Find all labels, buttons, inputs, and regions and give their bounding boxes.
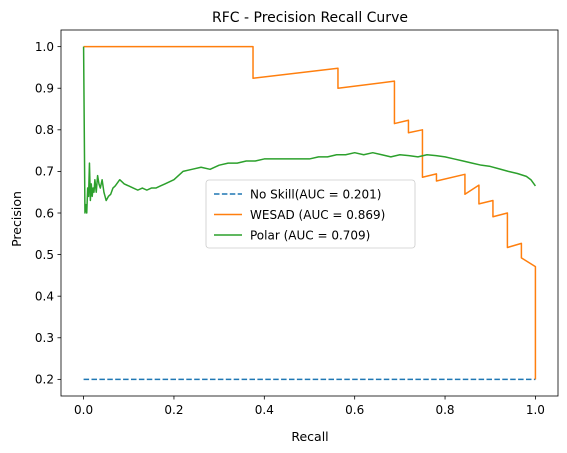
x-tick-label: 0.0 bbox=[74, 403, 93, 417]
series-line-1 bbox=[83, 45, 537, 380]
y-tick-label: 0.8 bbox=[35, 123, 54, 137]
y-axis-label: Precision bbox=[9, 191, 24, 247]
x-tick-label: 0.2 bbox=[164, 403, 183, 417]
y-tick-label: 0.7 bbox=[35, 165, 54, 179]
legend-box bbox=[205, 179, 416, 249]
legend-label-2: Polar (AUC = 0.709) bbox=[250, 229, 370, 243]
y-tick-label: 1.0 bbox=[35, 40, 54, 54]
y-tick-label: 0.5 bbox=[35, 248, 54, 262]
y-tick-label: 0.6 bbox=[35, 206, 54, 220]
y-tick-label: 0.2 bbox=[35, 373, 54, 387]
legend: No Skill(AUC = 0.201) WESAD (AUC = 0.869)… bbox=[205, 179, 416, 249]
x-tick-label: 0.8 bbox=[435, 403, 454, 417]
x-tick-label: 0.4 bbox=[255, 403, 274, 417]
x-tick-label: 0.6 bbox=[345, 403, 364, 417]
x-tick-label: 1.0 bbox=[526, 403, 545, 417]
x-axis-label: Recall bbox=[291, 429, 328, 444]
y-tick-label: 0.9 bbox=[35, 82, 54, 96]
chart-title: RFC - Precision Recall Curve bbox=[212, 10, 408, 26]
y-tick-label: 0.4 bbox=[35, 289, 54, 303]
y-tick-label: 0.3 bbox=[35, 331, 54, 345]
plot-area: 0.0 0.2 0.4 0.6 0.8 1.0 0.2 0.3 0.4 0.5 0.6 0.7 0.8 0… bbox=[35, 29, 559, 417]
series-line-2 bbox=[82, 46, 537, 214]
legend-label-0: No Skill(AUC = 0.201) bbox=[250, 188, 381, 202]
legend-label-1: WESAD (AUC = 0.869) bbox=[250, 208, 385, 222]
